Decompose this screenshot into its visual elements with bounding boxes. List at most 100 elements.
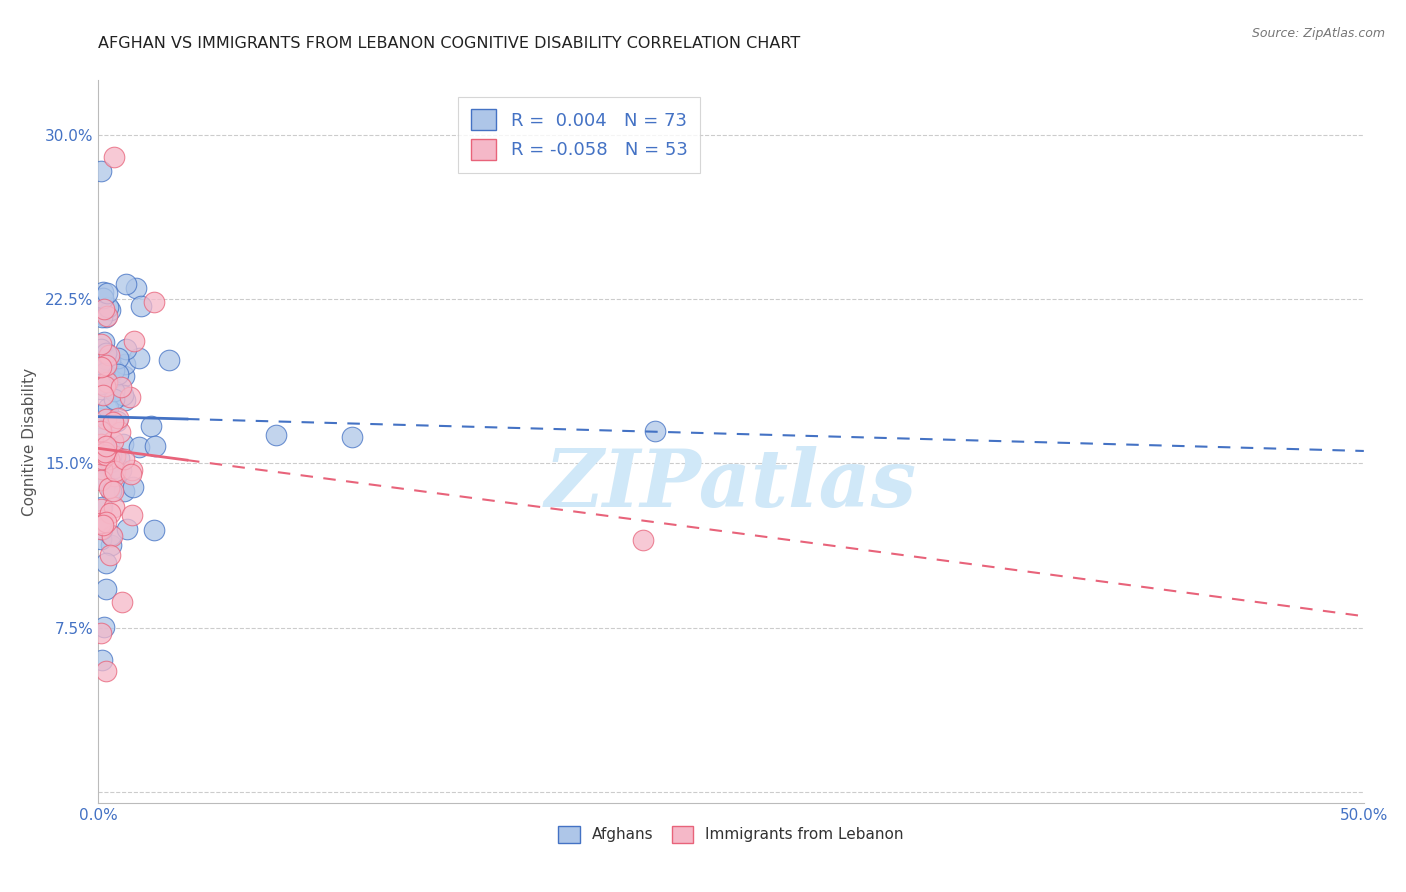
Point <box>104 464 127 478</box>
Point <box>96 309 118 323</box>
Point <box>94 310 117 324</box>
Point <box>103 500 125 514</box>
Point <box>103 150 125 164</box>
Point <box>90 461 112 475</box>
Point <box>97 300 120 314</box>
Point <box>98 353 121 368</box>
Point <box>91 292 114 306</box>
Point <box>91 653 114 667</box>
Point <box>103 363 125 377</box>
Point <box>98 455 121 469</box>
Point <box>90 376 112 391</box>
Point <box>98 506 121 520</box>
Point <box>90 457 112 471</box>
Point <box>98 549 121 563</box>
Point <box>90 500 112 515</box>
Point <box>142 295 165 310</box>
Point <box>90 376 112 391</box>
Point <box>97 439 120 453</box>
Point <box>94 379 117 393</box>
Point <box>100 538 122 552</box>
Point <box>107 367 129 381</box>
Point <box>107 411 129 425</box>
Point <box>121 463 143 477</box>
Point <box>112 437 135 451</box>
Point <box>103 384 125 398</box>
Point <box>101 529 124 543</box>
Point <box>142 524 165 538</box>
Point <box>121 508 143 522</box>
Point <box>94 556 117 570</box>
Point <box>90 520 112 534</box>
Point <box>101 483 124 498</box>
Point <box>94 448 117 462</box>
Point <box>96 582 118 597</box>
Point <box>104 449 127 463</box>
Y-axis label: Cognitive Disability: Cognitive Disability <box>21 368 37 516</box>
Point <box>94 445 117 459</box>
Point <box>98 302 121 317</box>
Point <box>93 518 115 533</box>
Point <box>104 454 127 468</box>
Point <box>90 513 112 527</box>
Point <box>644 424 666 438</box>
Point <box>103 461 125 475</box>
Text: Source: ZipAtlas.com: Source: ZipAtlas.com <box>1251 27 1385 40</box>
Point <box>114 342 136 356</box>
Point <box>120 390 142 404</box>
Point <box>90 163 112 178</box>
Point <box>91 472 114 486</box>
Point <box>94 412 117 426</box>
Point <box>90 368 112 382</box>
Text: AFGHAN VS IMMIGRANTS FROM LEBANON COGNITIVE DISABILITY CORRELATION CHART: AFGHAN VS IMMIGRANTS FROM LEBANON COGNIT… <box>98 36 800 51</box>
Point <box>90 473 112 487</box>
Point <box>128 441 150 455</box>
Point <box>93 335 115 350</box>
Point <box>112 484 135 499</box>
Legend: Afghans, Immigrants from Lebanon: Afghans, Immigrants from Lebanon <box>553 820 910 849</box>
Point <box>108 451 131 466</box>
Point <box>108 425 131 439</box>
Point <box>90 445 112 459</box>
Point <box>90 425 112 439</box>
Point <box>90 383 112 397</box>
Point <box>94 665 117 679</box>
Point <box>90 447 112 461</box>
Point <box>129 299 152 313</box>
Point <box>115 277 138 291</box>
Point <box>112 369 135 384</box>
Point <box>90 360 112 375</box>
Point <box>122 334 145 348</box>
Point <box>90 522 112 536</box>
Point <box>114 393 136 408</box>
Point <box>101 415 124 429</box>
Point <box>117 522 139 536</box>
Point <box>97 401 120 415</box>
Point <box>93 366 115 380</box>
Point <box>157 352 180 367</box>
Point <box>125 281 148 295</box>
Point <box>90 501 112 516</box>
Point <box>90 436 112 450</box>
Point <box>110 380 132 394</box>
Point <box>112 452 135 467</box>
Point <box>100 449 122 463</box>
Point <box>96 516 118 530</box>
Point <box>111 595 134 609</box>
Point <box>90 532 112 546</box>
Point <box>90 424 112 438</box>
Point <box>91 310 114 325</box>
Point <box>90 407 112 421</box>
Point <box>98 451 121 466</box>
Point <box>96 375 118 389</box>
Point <box>105 413 128 427</box>
Point <box>90 342 112 356</box>
Point <box>93 620 115 634</box>
Point <box>96 439 118 453</box>
Point <box>100 528 122 542</box>
Point <box>94 352 117 367</box>
Point <box>96 286 118 301</box>
Point <box>90 337 112 351</box>
Point <box>114 357 136 371</box>
Point <box>101 434 124 448</box>
